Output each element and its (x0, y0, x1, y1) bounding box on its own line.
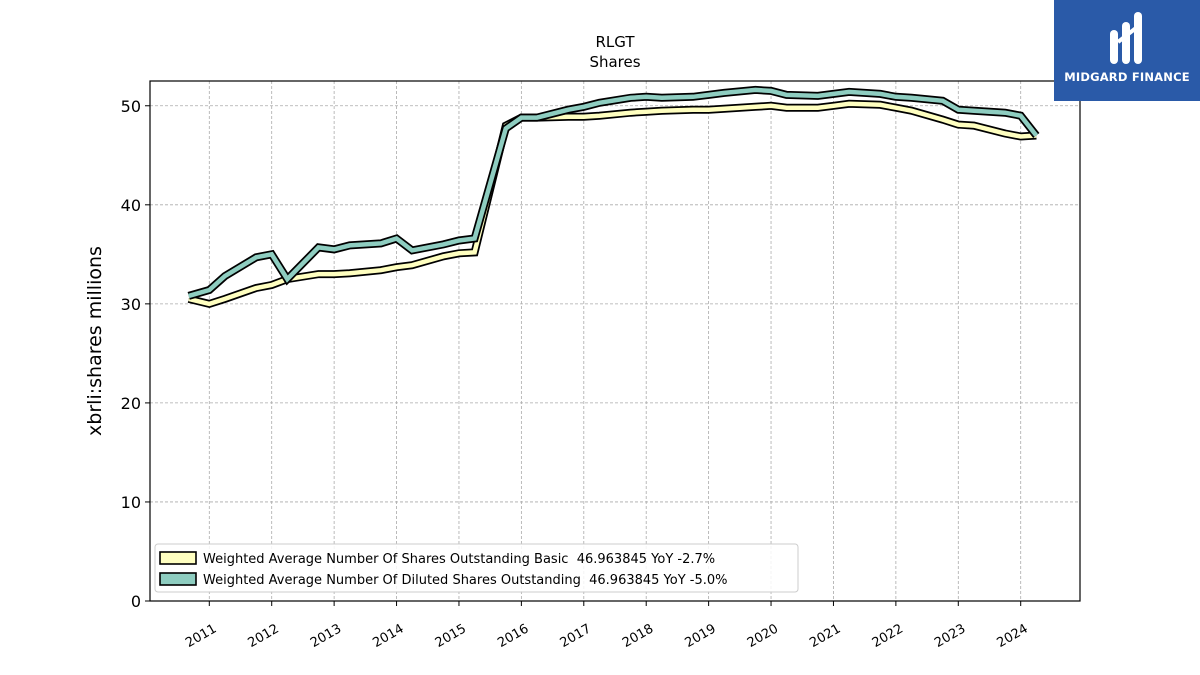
gridlines (150, 81, 1080, 601)
chart-subtitle: Shares (589, 53, 640, 71)
y-tick-label: 0 (131, 592, 141, 611)
logo-mark-icon (1110, 12, 1142, 64)
legend: Weighted Average Number Of Shares Outsta… (154, 543, 799, 593)
x-tick-label: 2024 (995, 621, 1031, 651)
x-tick-label: 2017 (558, 621, 594, 651)
x-tick-label: 2021 (807, 621, 843, 651)
y-tick-label: 20 (121, 394, 141, 413)
x-tick-label: 2023 (932, 621, 968, 651)
legend-swatch-basic (159, 551, 197, 565)
series-1-line (188, 87, 1039, 299)
legend-swatch-diluted (159, 572, 197, 586)
y-axis-label: xbrli:shares millions (84, 246, 106, 436)
x-tick-label: 2011 (183, 621, 219, 651)
x-tick-label: 2020 (745, 621, 781, 651)
series-0-line (188, 101, 1037, 307)
series-1-outline (187, 85, 1040, 300)
x-tick-label: 2016 (495, 621, 531, 651)
series-layer (187, 85, 1040, 309)
x-tick-label: 2022 (870, 621, 906, 651)
y-tick-label: 30 (121, 295, 141, 314)
logo-name: MIDGARD FINANCE (1064, 70, 1190, 84)
chart-title: RLGT (595, 33, 635, 51)
y-tick-label: 40 (121, 196, 141, 215)
y-tick-label: 50 (121, 97, 141, 116)
legend-label-basic: Weighted Average Number Of Shares Outsta… (203, 552, 715, 567)
x-tick-label: 2019 (682, 621, 718, 651)
legend-box (154, 543, 799, 593)
x-tick-label: 2015 (433, 621, 469, 651)
x-axis-ticks: 2011 2012 2013 2014 2015 2016 2017 2018 2019 2020… (183, 601, 1031, 651)
x-tick-label: 2012 (246, 621, 282, 651)
plot-frame (149, 80, 1081, 602)
y-axis-ticks: 0 10 20 30 40 50 (121, 97, 150, 611)
legend-label-diluted: Weighted Average Number Of Diluted Share… (203, 573, 728, 588)
midgard-finance-logo: MIDGARD FINANCE (1054, 0, 1200, 101)
y-tick-label: 10 (121, 493, 141, 512)
x-tick-label: 2018 (620, 621, 656, 651)
x-tick-label: 2013 (308, 621, 344, 651)
x-tick-label: 2014 (370, 621, 406, 651)
